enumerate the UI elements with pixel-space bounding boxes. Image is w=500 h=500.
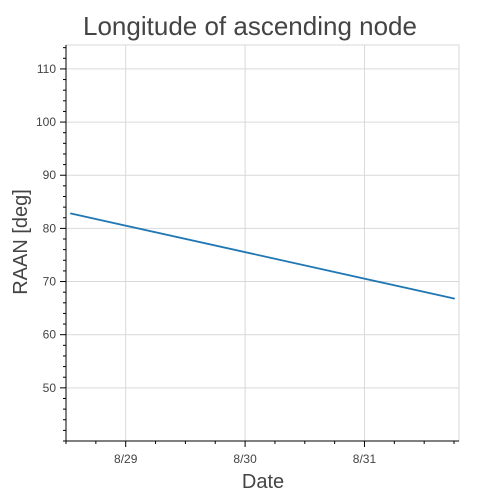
- y-tick-label: 50: [43, 381, 57, 395]
- y-tick-label: 60: [43, 328, 57, 342]
- y-axis-label: RAAN [deg]: [10, 189, 32, 295]
- y-tick-label: 80: [43, 221, 57, 235]
- y-tick-label: 90: [43, 168, 57, 182]
- chart-title: Longitude of ascending node: [83, 11, 417, 41]
- plot-frame: [65, 44, 460, 442]
- series-line: [70, 212, 455, 300]
- y-tick-label: 110: [37, 62, 56, 76]
- x-tick-label: 8/31: [353, 452, 377, 466]
- x-tick-label: 8/29: [114, 452, 138, 466]
- x-axis-label: Date: [242, 471, 284, 493]
- y-tick-label: 100: [36, 115, 56, 129]
- plot-layer: 50 60 70 80 90 100 110 8/29 8/30 8/31: [36, 44, 460, 466]
- x-tick-label: 8/30: [233, 452, 257, 466]
- y-tick-label: 70: [43, 275, 57, 289]
